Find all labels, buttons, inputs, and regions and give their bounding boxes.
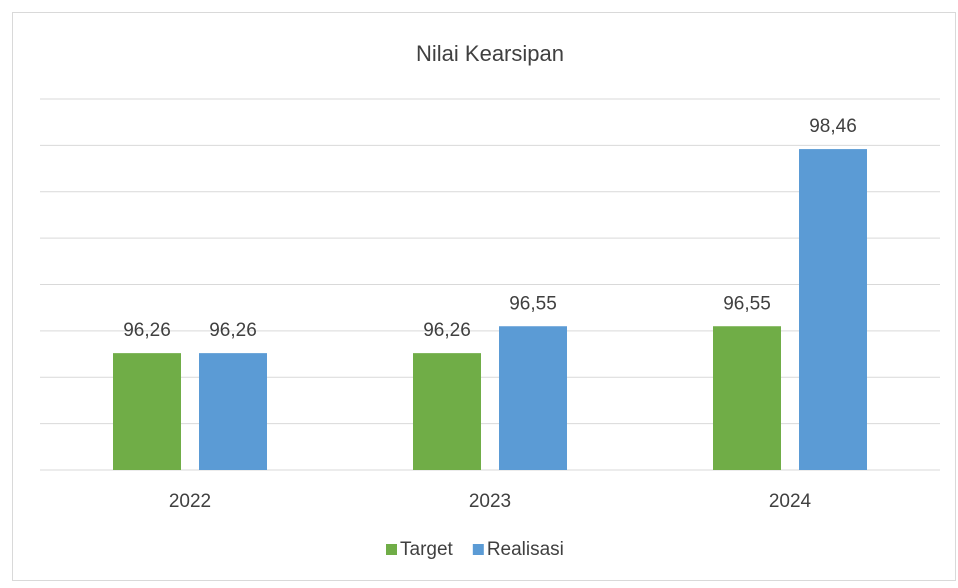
data-label: 96,26	[423, 320, 471, 341]
chart-title: Nilai Kearsipan	[416, 41, 564, 66]
x-tick-label: 2022	[169, 491, 211, 512]
legend-swatch	[386, 544, 397, 555]
x-tick-label: 2024	[769, 491, 812, 512]
chart-border	[12, 12, 956, 581]
x-tick-label: 2023	[469, 491, 511, 512]
data-label: 98,46	[809, 116, 857, 137]
data-label: 96,26	[209, 320, 257, 341]
data-label: 96,26	[123, 320, 171, 341]
legend-swatch	[472, 544, 484, 555]
bar	[713, 326, 781, 470]
legend-label: Realisasi	[487, 539, 564, 560]
data-label: 96,55	[509, 293, 557, 314]
bar	[413, 353, 481, 470]
bar	[799, 149, 867, 470]
bar	[499, 326, 567, 470]
bar	[113, 353, 181, 470]
legend-label: Target	[400, 539, 454, 560]
bar	[199, 353, 267, 470]
data-label: 96,55	[723, 293, 771, 314]
